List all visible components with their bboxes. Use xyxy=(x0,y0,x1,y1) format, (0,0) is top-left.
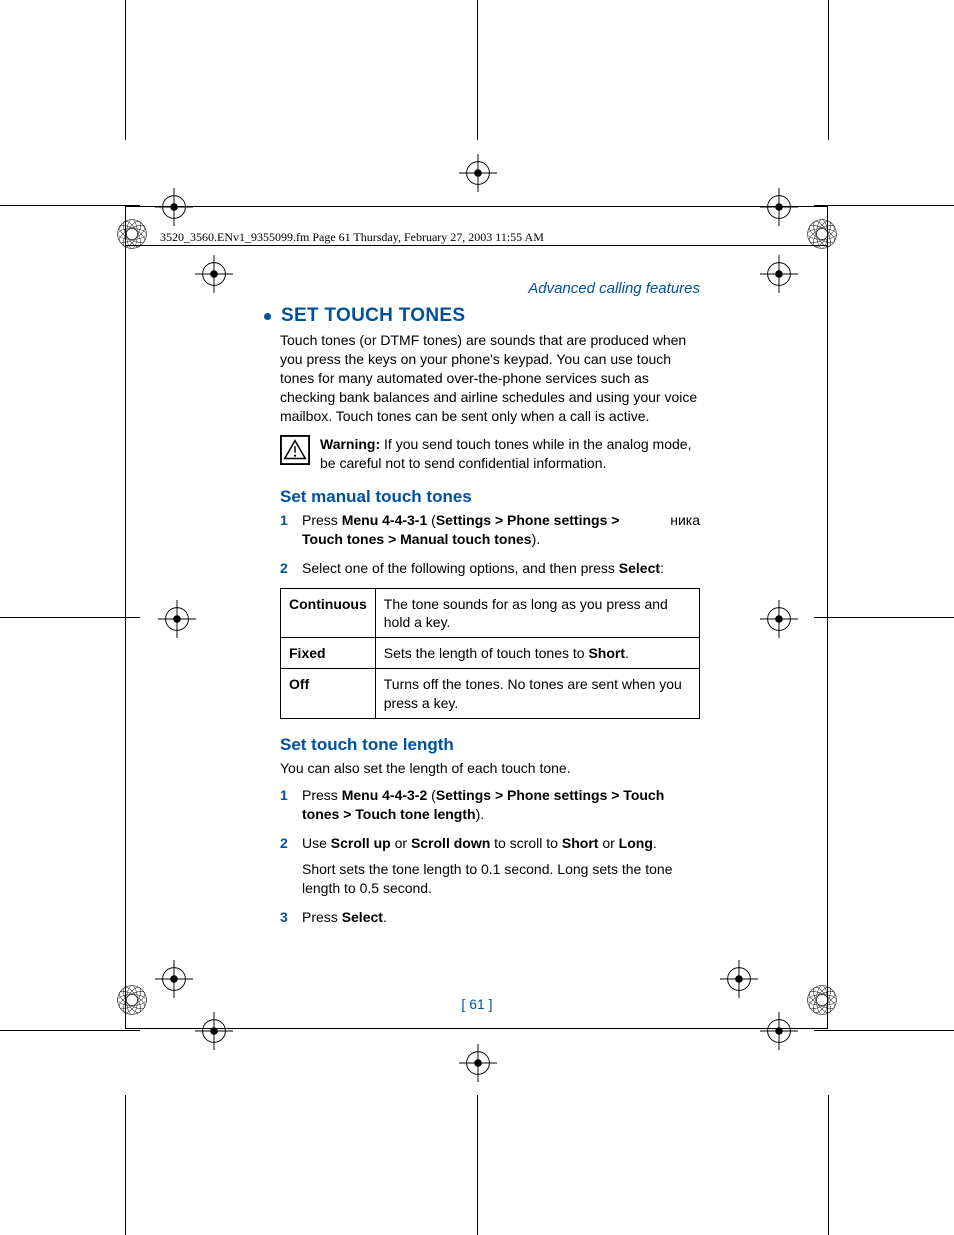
text: or xyxy=(598,835,618,851)
step-number: 2 xyxy=(280,559,290,578)
option-name: Continuous xyxy=(281,588,376,637)
table-row: Fixed Sets the length of touch tones to … xyxy=(281,638,700,669)
text: ( xyxy=(427,787,436,803)
step-item: 1 Press Menu 4-4-3-2 (Settings > Phone s… xyxy=(280,786,700,824)
crop-mark xyxy=(477,0,478,140)
text-bold: Menu 4-4-3-2 xyxy=(342,787,428,803)
crop-mark xyxy=(828,1095,829,1235)
step-item: 2 Use Scroll up or Scroll down to scroll… xyxy=(280,834,700,899)
step-item: 2 Select one of the following options, a… xyxy=(280,559,700,578)
section-label: Advanced calling features xyxy=(280,280,700,297)
main-heading: SET TOUCH TONES xyxy=(281,305,465,327)
page-header-line: 3520_3560.ENv1_9355099.fm Page 61 Thursd… xyxy=(160,230,544,245)
crop-mark xyxy=(0,1030,140,1031)
text: ). xyxy=(476,806,485,822)
option-desc: Turns off the tones. No tones are sent w… xyxy=(375,669,699,718)
subheading-manual: Set manual touch tones xyxy=(280,487,700,507)
option-desc: Sets the length of touch tones to Short. xyxy=(375,638,699,669)
text-bold: Menu 4-4-3-1 xyxy=(342,512,428,528)
text: ( xyxy=(427,512,436,528)
table-row: Off Turns off the tones. No tones are se… xyxy=(281,669,700,718)
options-table: Continuous The tone sounds for as long a… xyxy=(280,588,700,719)
text-bold: Short xyxy=(562,835,599,851)
step-number: 2 xyxy=(280,834,290,899)
text-bold: Scroll up xyxy=(331,835,391,851)
text: Turns off the tones. No tones are sent w… xyxy=(384,676,682,710)
text: Use xyxy=(302,835,331,851)
option-name: Fixed xyxy=(281,638,376,669)
registration-mark-icon xyxy=(459,154,497,192)
text-bold: Scroll down xyxy=(411,835,490,851)
text: Sets the length of touch tones to xyxy=(384,645,589,661)
crop-mark xyxy=(814,617,954,618)
warning-label: Warning: xyxy=(320,436,380,452)
main-heading-row: SET TOUCH TONES xyxy=(264,305,700,327)
crop-mark xyxy=(814,205,954,206)
step-item: 3 Press Select. xyxy=(280,908,700,927)
crop-mark xyxy=(0,617,140,618)
text: . xyxy=(653,835,657,851)
crop-mark xyxy=(828,0,829,140)
text-bold: Select xyxy=(619,560,660,576)
text-bold: Long xyxy=(619,835,653,851)
text-bold: Select xyxy=(342,909,383,925)
option-desc: The tone sounds for as long as you press… xyxy=(375,588,699,637)
crop-mark xyxy=(477,1095,478,1235)
sub2-intro: You can also set the length of each touc… xyxy=(280,759,700,778)
text: to scroll to xyxy=(490,835,562,851)
step-item: 1 Press Menu 4-4-3-1 (Settings > Phone s… xyxy=(280,511,700,549)
text: Press xyxy=(302,787,342,803)
warning-icon xyxy=(280,435,310,465)
step-number: 1 xyxy=(280,511,290,549)
step-body: Press Menu 4-4-3-2 (Settings > Phone set… xyxy=(302,786,700,824)
table-row: Continuous The tone sounds for as long a… xyxy=(281,588,700,637)
step-note: Short sets the tone length to 0.1 second… xyxy=(302,861,672,896)
option-name: Off xyxy=(281,669,376,718)
text: . xyxy=(625,645,629,661)
text: Press xyxy=(302,909,342,925)
warning-text: Warning: If you send touch tones while i… xyxy=(320,435,700,473)
text: or xyxy=(391,835,411,851)
crop-mark xyxy=(125,1095,126,1235)
warning-block: Warning: If you send touch tones while i… xyxy=(280,435,700,473)
registration-mark-icon xyxy=(459,1044,497,1082)
text: ). xyxy=(532,531,541,547)
text: : xyxy=(660,560,664,576)
step-body: Press Select. xyxy=(302,908,700,927)
crop-mark xyxy=(125,0,126,140)
step-body: Select one of the following options, and… xyxy=(302,559,700,578)
subheading-length: Set touch tone length xyxy=(280,735,700,755)
content-area: Advanced calling features SET TOUCH TONE… xyxy=(280,280,700,937)
header-rule xyxy=(125,245,828,246)
crop-mark xyxy=(814,1030,954,1031)
text: Press xyxy=(302,512,342,528)
crop-mark xyxy=(0,205,140,206)
text: Select one of the following options, and… xyxy=(302,560,619,576)
step-number: 1 xyxy=(280,786,290,824)
text: The tone sounds for as long as you press… xyxy=(384,596,668,630)
page-number: [ 61 ] xyxy=(0,996,954,1012)
step-body: Use Scroll up or Scroll down to scroll t… xyxy=(302,834,700,899)
intro-paragraph: Touch tones (or DTMF tones) are sounds t… xyxy=(280,331,700,425)
bullet-icon xyxy=(264,313,271,320)
step-body: Press Menu 4-4-3-1 (Settings > Phone set… xyxy=(302,511,658,549)
text: . xyxy=(383,909,387,925)
step-number: 3 xyxy=(280,908,290,927)
text-bold: Short xyxy=(588,645,625,661)
